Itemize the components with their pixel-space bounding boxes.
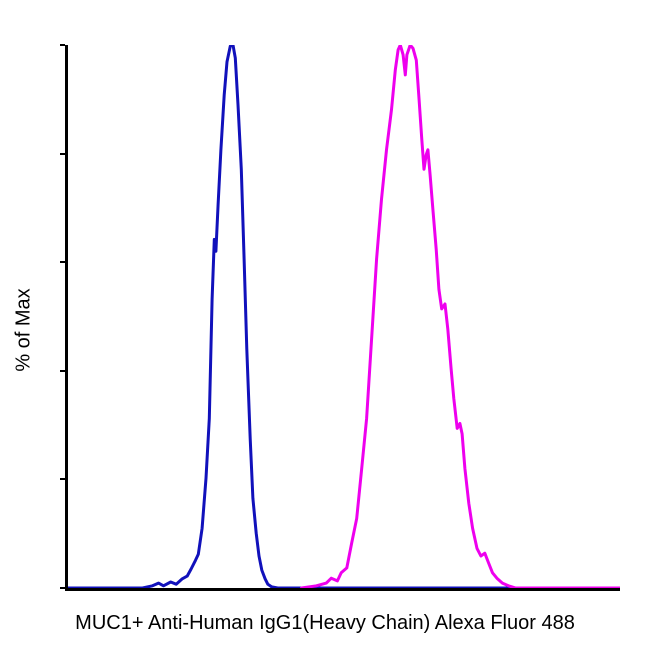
histogram-curve-blue <box>68 45 620 588</box>
y-axis-tick <box>60 44 65 46</box>
plot-area <box>60 44 620 591</box>
x-axis-label: MUC1+ Anti-Human IgG1(Heavy Chain) Alexa… <box>75 612 575 634</box>
y-axis-tick <box>60 587 65 589</box>
histogram-svg <box>68 45 620 588</box>
histogram-curve-magenta <box>300 45 620 588</box>
y-axis-tick <box>60 152 65 155</box>
y-axis-tick <box>60 478 65 481</box>
y-axis-label: % of Max <box>12 288 35 372</box>
y-axis-tick <box>60 369 65 372</box>
y-axis-tick <box>60 261 65 264</box>
